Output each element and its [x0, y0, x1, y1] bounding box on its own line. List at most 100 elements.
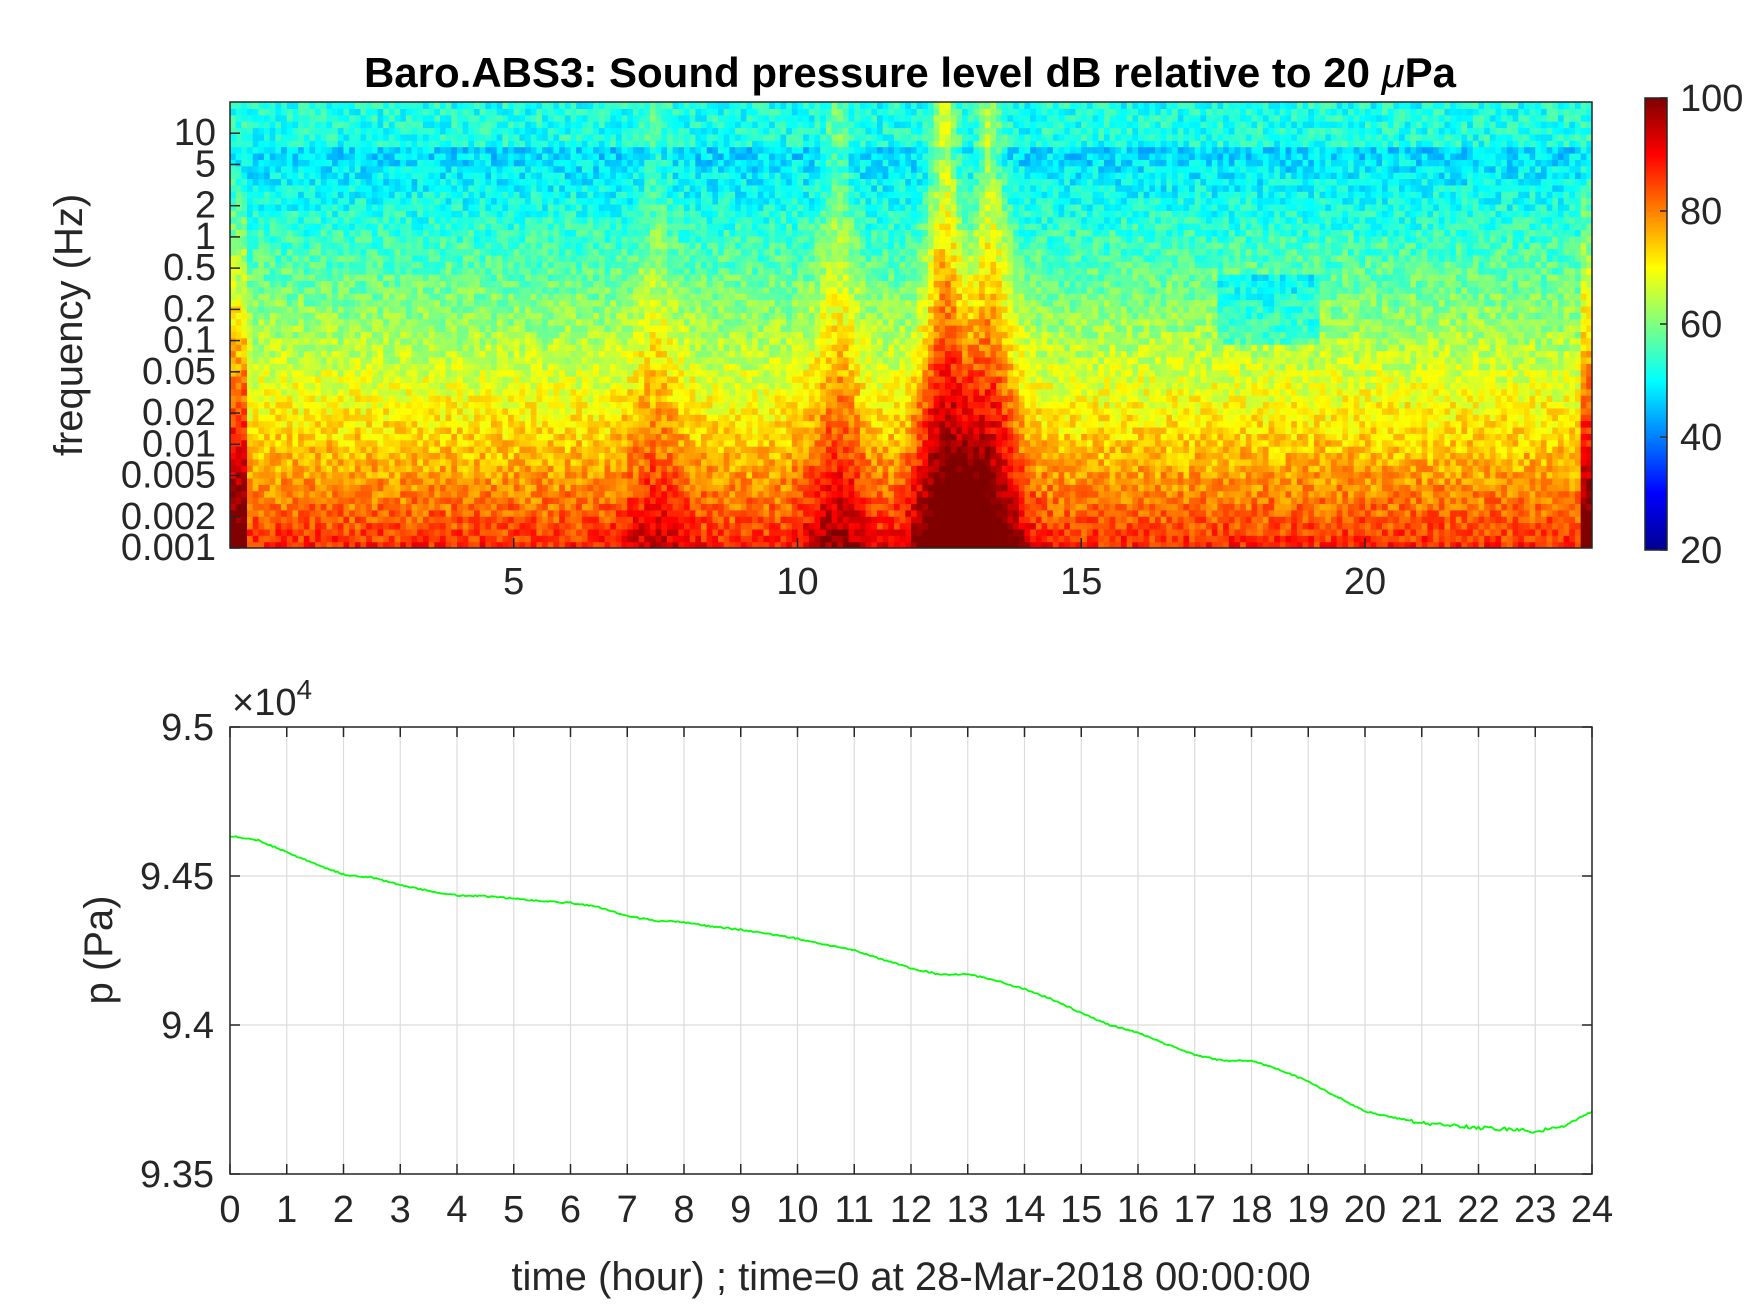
spectrogram-cell [1404, 471, 1411, 479]
spectrogram-cell [1455, 433, 1463, 441]
spectrogram-cell [661, 426, 668, 434]
spectrogram-cell [859, 516, 867, 524]
spectrogram-cell [757, 452, 765, 460]
spectrogram-cell [1109, 471, 1116, 479]
spectrogram-cell [939, 420, 946, 428]
spectrogram-cell [1047, 426, 1054, 434]
spectrogram-cell [712, 503, 719, 511]
spectrogram-cell [564, 516, 572, 524]
spectrogram-cell [1030, 497, 1037, 504]
spectrogram-cell [1552, 490, 1559, 498]
spectrogram-cell [1427, 471, 1434, 479]
spectrogram-cell [337, 414, 345, 422]
spectrogram-cell [774, 490, 782, 498]
spectrogram-cell [842, 433, 850, 441]
spectrogram-cell [570, 465, 577, 473]
spectrogram-cell [1120, 420, 1128, 428]
spectrogram-cell [1365, 503, 1372, 511]
spectrogram-cell [383, 541, 390, 548]
spectrogram-cell [502, 503, 509, 511]
spectrogram-cell [371, 452, 379, 460]
spectrogram-cell [1506, 509, 1514, 517]
spectrogram-cell [661, 446, 668, 454]
spectrogram-cell [1393, 439, 1400, 447]
spectrogram-cell [422, 420, 430, 428]
spectrogram-cell [496, 420, 503, 428]
spectrogram-cell [1143, 414, 1150, 422]
spectrogram-cell [553, 426, 560, 434]
spectrogram-cell [723, 522, 730, 530]
spectrogram-cell [893, 490, 901, 498]
spectrogram-cell [672, 535, 679, 543]
spectrogram-cell [422, 535, 430, 543]
spectrogram-cell [672, 439, 679, 447]
spectrogram-cell [1433, 433, 1440, 441]
spectrogram-cell [1359, 516, 1366, 524]
spectrogram-cell [1433, 541, 1440, 548]
spectrogram-cell [1268, 465, 1275, 473]
spectrogram-cell [1086, 541, 1094, 548]
spectrogram-cell [678, 414, 685, 422]
spectrogram-cell [400, 497, 407, 504]
spectrogram-cell [1035, 528, 1043, 536]
spectrogram-cell [1467, 446, 1474, 454]
spectrogram-cell [1557, 535, 1565, 543]
spectrogram-cell [394, 458, 401, 466]
spectrogram-cell [939, 458, 946, 466]
spectrogram-cell [1325, 528, 1332, 536]
spectrogram-cell [502, 471, 509, 479]
spectrogram-cell [1489, 528, 1497, 536]
spectrogram-cell [950, 528, 957, 536]
spectrogram-cell [1359, 439, 1366, 447]
spectrogram-cell [1535, 433, 1542, 441]
spectrogram-cell [1041, 433, 1048, 441]
spectrogram-cell [326, 452, 333, 460]
spectrogram-cell [882, 516, 889, 524]
spectrogram-cell [706, 541, 713, 548]
spectrogram-cell [1103, 490, 1111, 498]
spectrogram-cell [326, 509, 333, 517]
spectrogram-cell [1291, 484, 1298, 492]
spectrogram-cell [939, 541, 946, 548]
spectrogram-cell [1336, 522, 1343, 530]
spectrogram-cell [973, 433, 980, 441]
spectrogram-cell [496, 484, 503, 492]
spectrogram-cell [808, 426, 816, 434]
spectrogram-cell [1319, 458, 1326, 466]
spectrogram-cell [1376, 484, 1383, 492]
spectrogram-cell [1461, 433, 1468, 441]
spectrogram-cell [922, 452, 929, 460]
spectrogram-cell [286, 458, 294, 466]
spectrogram-cell [831, 522, 838, 530]
spectrogram-cell [621, 522, 628, 530]
spectrogram-cell [326, 426, 333, 434]
spectrogram-cell [292, 477, 299, 485]
spectrogram-cell [1126, 509, 1133, 517]
spectrogram-cell [1177, 420, 1184, 428]
spectrogram-cell [1183, 433, 1190, 441]
spectrogram-cell [655, 458, 662, 466]
spectrogram-cell [275, 420, 282, 428]
spectrogram-cell [837, 471, 844, 479]
spectrogram-cell [1291, 446, 1298, 454]
spectrogram-cell [439, 458, 447, 466]
spectrogram-cell [1529, 535, 1536, 543]
spectrogram-cell [1228, 420, 1236, 428]
spectrogram-cell [1240, 535, 1247, 543]
spectrogram-cell [1001, 516, 1009, 524]
spectrogram-cell [808, 484, 816, 492]
spectrogram-cell [1574, 420, 1582, 428]
spectrogram-cell [786, 433, 793, 441]
spectrogram-cell [1262, 522, 1270, 530]
spectrogram-cell [1546, 420, 1553, 428]
spectrogram-cell [417, 503, 424, 511]
spectrogram-cell [298, 522, 305, 530]
spectrogram-cell [258, 477, 265, 485]
spectrogram-cell [854, 452, 861, 460]
spectrogram-cell [1268, 477, 1275, 485]
spectrogram-cell [814, 458, 821, 466]
spectrogram-cell [1126, 516, 1133, 524]
spectrogram-cell [1103, 477, 1111, 485]
spectrogram-cell [519, 477, 526, 485]
spectrogram-cell [837, 426, 844, 434]
